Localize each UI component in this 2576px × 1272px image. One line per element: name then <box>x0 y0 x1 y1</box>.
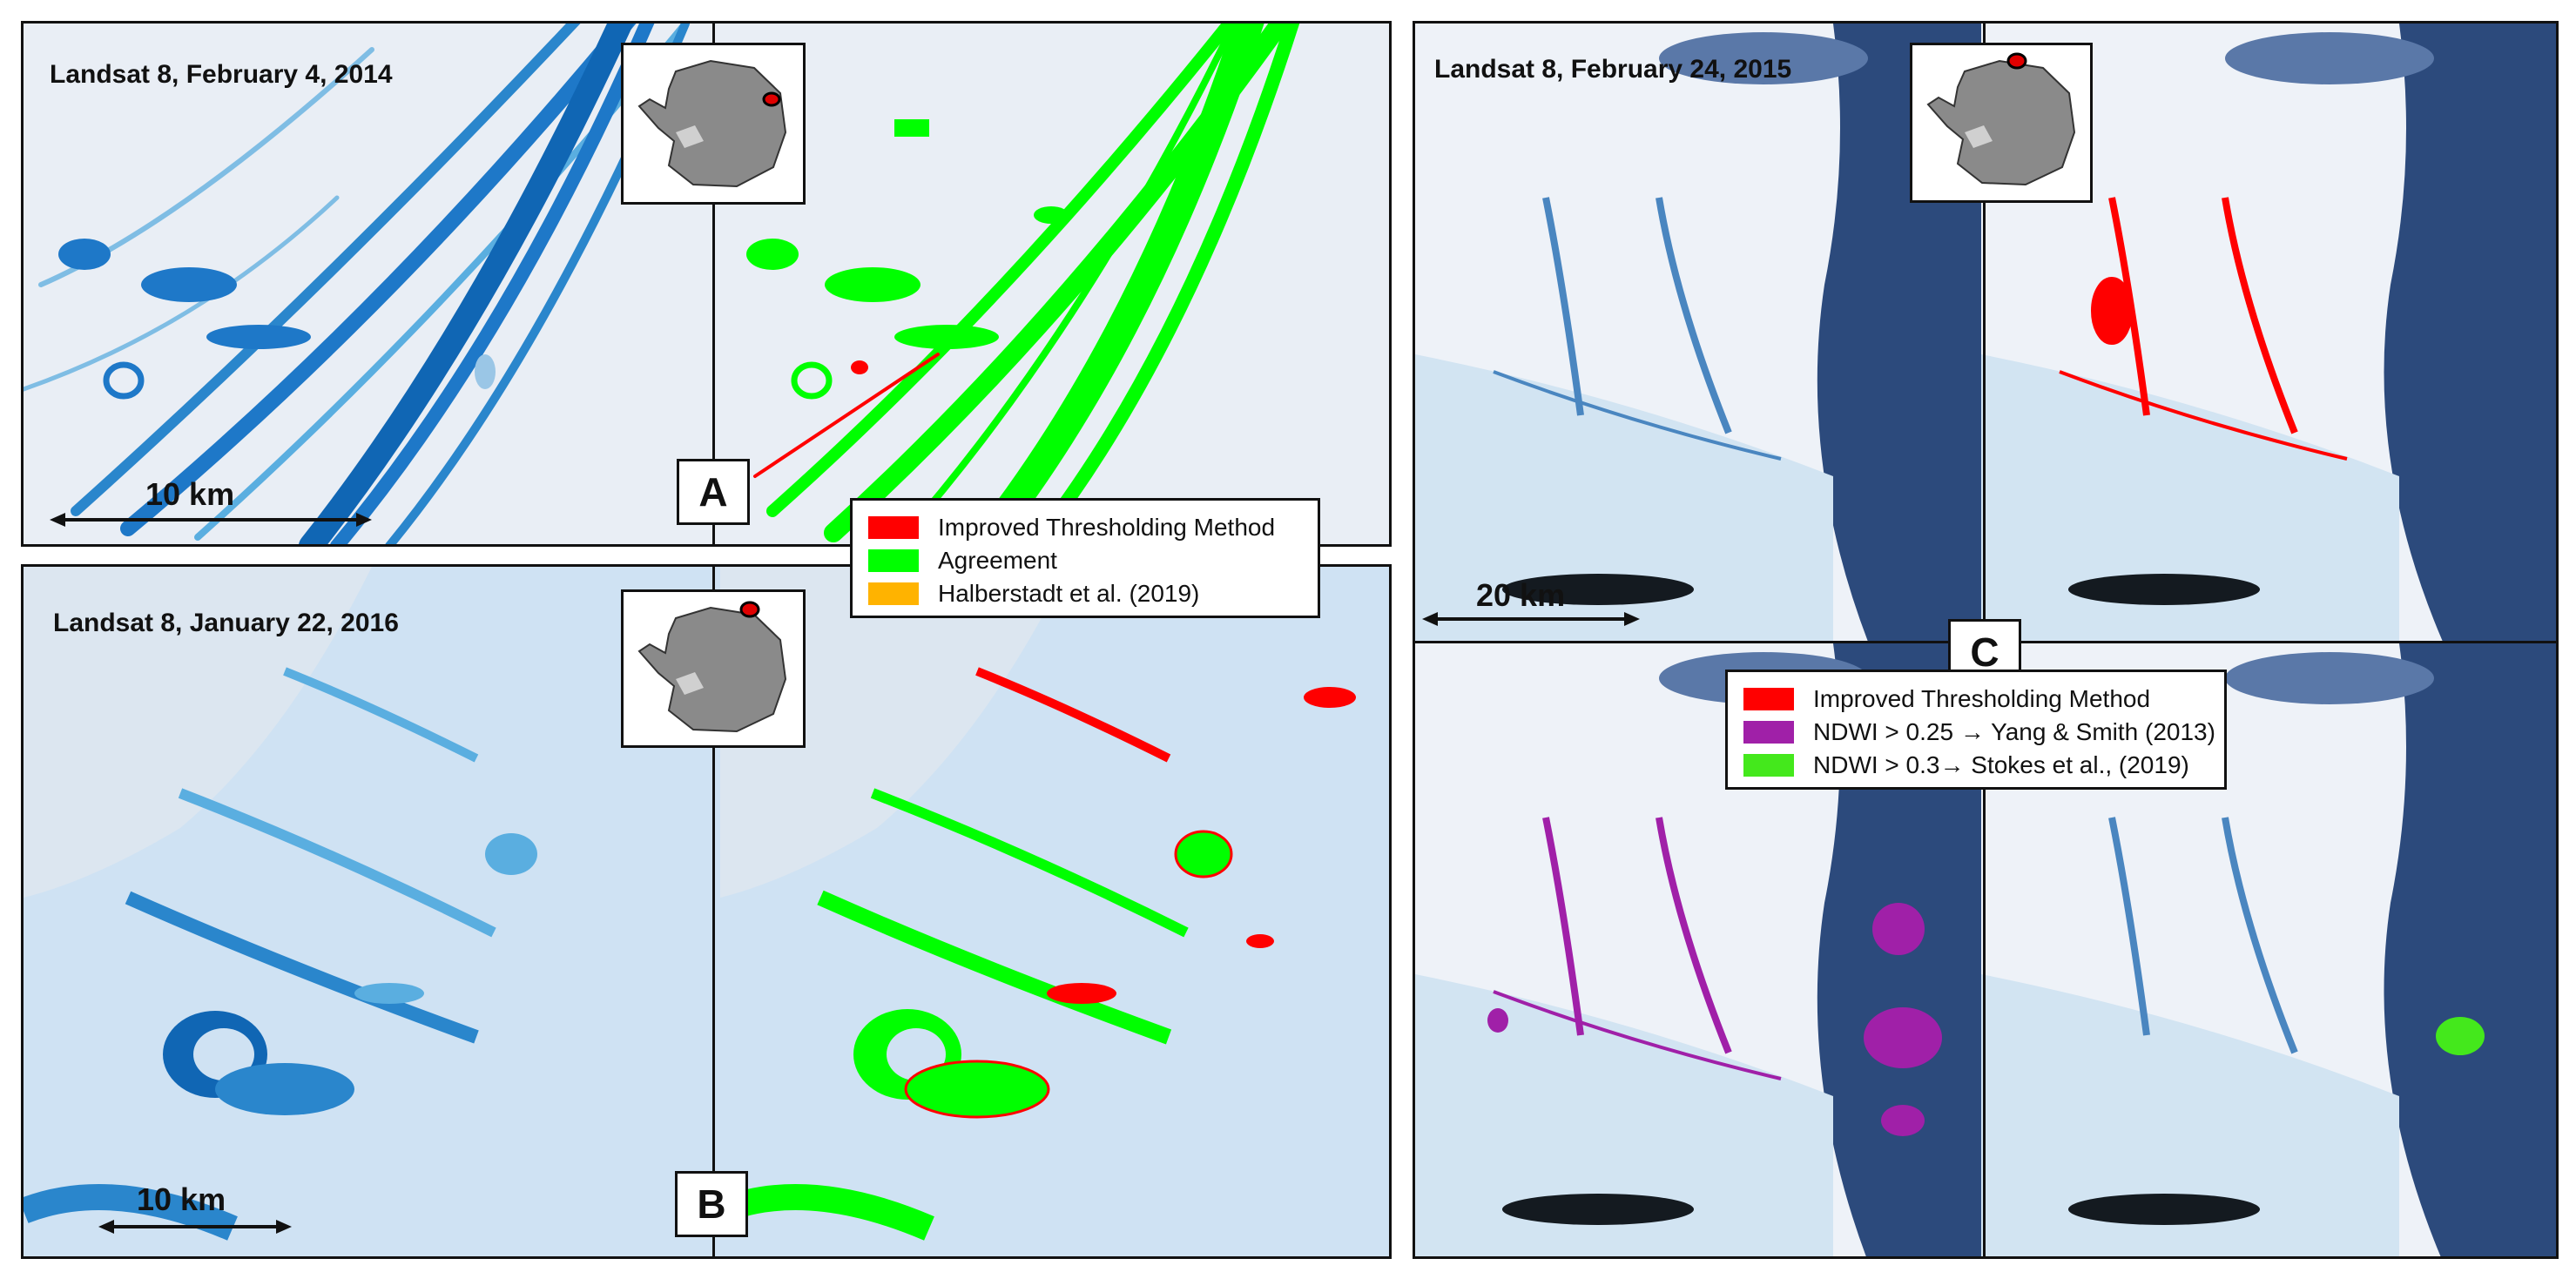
legend-label: Improved Thresholding Method <box>938 514 1276 541</box>
legend-swatch <box>1743 721 1794 744</box>
panel-c-streams-bottom-right <box>2108 817 2298 1054</box>
panel-c-caption: Landsat 8, February 24, 2015 <box>1434 55 1792 84</box>
antarctica-map-icon <box>637 601 787 733</box>
red-dot-icon <box>762 91 781 107</box>
legend-label: NDWI > 0.25 → Yang & Smith (2013) <box>1813 718 2215 745</box>
panel-a-lakes <box>58 239 496 400</box>
panel-b-meltwater <box>24 667 537 1241</box>
panel-a-classification <box>753 24 1300 544</box>
panel-c-green-lake <box>2436 1017 2485 1055</box>
panel-c-rock <box>1502 574 2260 1225</box>
legend-swatch <box>868 582 919 605</box>
panel-b-location-inset <box>621 589 806 748</box>
panel-c-purple-lakes <box>1487 903 1942 1136</box>
panel-b: Landsat 8, January 22, 2016 10 km B <box>21 564 1392 1259</box>
antarctica-map-icon <box>637 59 787 188</box>
panel-a-caption: Landsat 8, February 4, 2014 <box>50 60 393 89</box>
panel-a-scale-label: 10 km <box>145 476 235 512</box>
panel-c-streams-bottom-left <box>1493 817 1782 1080</box>
panel-b-caption: Landsat 8, January 22, 2016 <box>53 609 399 637</box>
legend-swatch <box>1743 688 1794 710</box>
legend-label: Improved Thresholding Method <box>1813 685 2151 712</box>
legend-ab-item: Agreement <box>868 544 1302 577</box>
panel-a: Landsat 8, February 4, 2014 10 km A <box>21 21 1392 547</box>
legend-label: Halberstadt et al. (2019) <box>938 580 1200 607</box>
panel-c-scale-label: 20 km <box>1476 577 1566 613</box>
legend-c: Improved Thresholding Method NDWI > 0.25… <box>1725 670 2227 790</box>
panel-a-split-line <box>712 24 715 544</box>
legend-swatch <box>1743 754 1794 777</box>
panel-b-scale-label: 10 km <box>137 1181 226 1217</box>
legend-ab: Improved Thresholding Method Agreement H… <box>850 498 1320 618</box>
panel-c-ice-shelf <box>1415 354 2399 1256</box>
panel-a-classified-lakes <box>746 119 1069 400</box>
panel-a-scale-bar <box>50 511 372 528</box>
legend-c-item: NDWI > 0.25 → Yang & Smith (2013) <box>1743 716 2215 749</box>
panel-b-letter: B <box>675 1171 748 1237</box>
panel-c: Landsat 8, February 24, 2015 20 km C Imp… <box>1413 21 2559 1259</box>
panel-c-streams-top-right <box>2059 197 2348 461</box>
red-dot-icon <box>2006 52 2027 70</box>
legend-label: Agreement <box>938 547 1057 574</box>
panel-b-split-line <box>712 567 715 1256</box>
legend-ab-item: Improved Thresholding Method <box>868 511 1302 544</box>
panel-a-meltwater-streaks <box>24 24 690 544</box>
legend-c-item: NDWI > 0.3→ Stokes et al., (2019) <box>1743 749 2208 782</box>
legend-ab-item: Halberstadt et al. (2019) <box>868 577 1302 610</box>
legend-swatch <box>868 516 919 539</box>
legend-label: NDWI > 0.3→ Stokes et al., (2019) <box>1813 751 2189 778</box>
panel-b-scale-bar <box>98 1218 292 1235</box>
panel-c-streams-top-left <box>1493 197 1782 461</box>
legend-c-item: Improved Thresholding Method <box>1743 683 2208 716</box>
panel-c-location-inset <box>1910 43 2093 203</box>
panel-a-location-inset <box>621 43 806 205</box>
red-dot-icon <box>739 601 760 618</box>
panel-c-scale-bar <box>1422 610 1640 628</box>
antarctica-map-icon <box>1926 52 2076 186</box>
panel-a-letter: A <box>677 459 750 525</box>
legend-swatch <box>868 549 919 572</box>
